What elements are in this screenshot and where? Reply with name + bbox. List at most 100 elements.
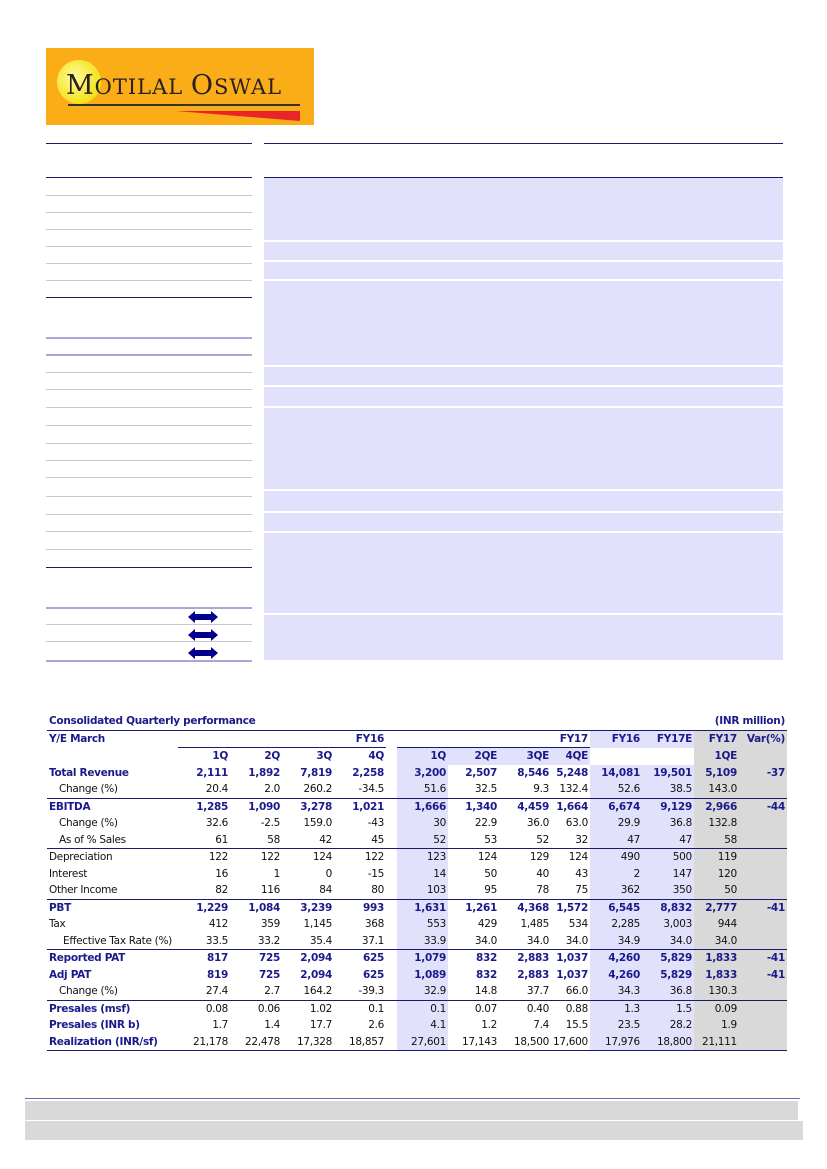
group-gap: [386, 932, 397, 950]
cell-value: 4.1: [397, 1017, 448, 1034]
cell-value: 129: [529, 851, 549, 864]
row-label: Realization (INR/sf): [47, 1033, 178, 1051]
panel-rule: [264, 143, 783, 144]
cell-value: 164.2: [282, 983, 334, 1001]
sidebar-rule: [46, 549, 252, 550]
row-label: Other Income: [47, 882, 178, 900]
cell-value: 500: [641, 848, 694, 866]
cell-value: 1,340: [465, 800, 497, 813]
cell-value: 53: [448, 831, 499, 849]
cell-value: 37.1: [334, 932, 386, 950]
cell-value: 20.4: [178, 781, 230, 799]
panel-band: [264, 491, 783, 511]
cell-value: 3,200: [397, 764, 448, 781]
cell-value: 0.40: [526, 1002, 549, 1015]
cell-value: 2,285: [589, 916, 642, 933]
cell-value: 1.3: [589, 1000, 642, 1017]
cell-value: 1.9: [693, 1017, 739, 1034]
group-gap: [386, 1017, 397, 1034]
sidebar-rule: [46, 641, 252, 642]
cell-value: 132.8: [693, 815, 739, 832]
cell-value: 1.5: [641, 1000, 694, 1017]
cell-value: 38.5: [641, 781, 694, 799]
cell-value: 17,600: [551, 1033, 590, 1051]
sidebar-rule: [46, 496, 252, 497]
column-subheader: [738, 747, 787, 765]
cell-value: 21,111: [693, 1033, 739, 1051]
column-subheader: 3QE: [499, 747, 551, 765]
cell-value: 412: [208, 918, 228, 931]
cell-value: 1,079: [397, 949, 448, 967]
row-label: Tax: [49, 918, 66, 931]
cell-value: 116: [230, 882, 282, 900]
cell-value: 1,089: [397, 966, 448, 983]
group-gap: [386, 983, 397, 1001]
unit-label: (INR million): [589, 713, 787, 731]
sidebar-rule: [46, 531, 252, 532]
cell-value: 1,572: [556, 901, 588, 914]
cell-value: 34.0: [448, 932, 499, 950]
cell-value: 3,003: [641, 916, 694, 933]
cell-value: 120: [693, 865, 739, 882]
cell-value: -34.5: [334, 781, 386, 799]
cell-value: 0: [325, 867, 333, 880]
cell-value: 47: [589, 831, 642, 849]
cell-value: 1,833: [693, 966, 739, 983]
cell-value: 75: [551, 882, 590, 900]
sidebar-rule: [46, 212, 252, 213]
cell-value: 0.06: [257, 1002, 280, 1015]
cell-value: 19,501: [641, 764, 694, 781]
cell-value: -43: [367, 817, 385, 830]
group-gap: [386, 866, 397, 883]
cell-value: 0.1: [397, 1000, 448, 1017]
cell-value: 2,966: [693, 798, 739, 815]
motilal-oswal-logo: MOTILAL OSWAL: [46, 48, 314, 125]
row-label: Change (%): [47, 983, 178, 1001]
footer-bar: [25, 1101, 803, 1140]
sidebar-rule: [46, 195, 252, 196]
cell-value: 7.4: [533, 1019, 549, 1032]
cell-value: 122: [260, 851, 280, 864]
cell-value: 122: [364, 851, 384, 864]
cell-value: 1,090: [248, 800, 280, 813]
column-subheader: 3Q: [316, 750, 332, 763]
cell-value: 1,261: [465, 901, 497, 914]
row-label: EBITDA: [49, 800, 91, 813]
sidebar-rule: [46, 354, 252, 356]
cell-value: 42: [282, 831, 334, 849]
cell-value: 58: [230, 831, 282, 849]
cell-value: [738, 1000, 787, 1017]
cell-value: 1,285: [196, 800, 228, 813]
panel-rule: [264, 177, 783, 178]
cell-value: 119: [693, 848, 739, 866]
sidebar-rule: [46, 477, 252, 478]
cell-value: 725: [258, 952, 280, 965]
panel-band: [264, 281, 783, 365]
cell-value: 832: [475, 952, 497, 965]
cell-value: 2,507: [465, 766, 497, 779]
cell-value: 429: [477, 918, 497, 931]
cell-value: 1.7: [212, 1019, 228, 1032]
cell-value: 17,976: [589, 1033, 642, 1051]
cell-value: 27,601: [397, 1033, 448, 1051]
cell-value: 5,829: [641, 966, 694, 983]
cell-value: [738, 882, 787, 900]
sidebar-rule: [46, 407, 252, 408]
group-gap: [386, 950, 397, 967]
cell-value: [738, 848, 787, 866]
cell-value: 34.0: [693, 932, 739, 950]
cell-value: 22,478: [230, 1033, 282, 1051]
panel-band: [264, 533, 783, 613]
cell-value: 2,883: [517, 952, 549, 965]
cell-value: 832: [475, 968, 497, 981]
cell-value: 1,833: [693, 949, 739, 967]
cell-value: 2,883: [517, 968, 549, 981]
cell-value: 350: [641, 882, 694, 900]
cell-value: -2.5: [260, 817, 281, 830]
cell-value: [738, 815, 787, 832]
neutral-arrow-icon: [188, 626, 218, 641]
panel-band: [264, 408, 783, 489]
cell-value: 34.0: [499, 932, 551, 950]
cell-value: 84: [282, 882, 334, 900]
cell-value: 35.4: [282, 932, 334, 950]
